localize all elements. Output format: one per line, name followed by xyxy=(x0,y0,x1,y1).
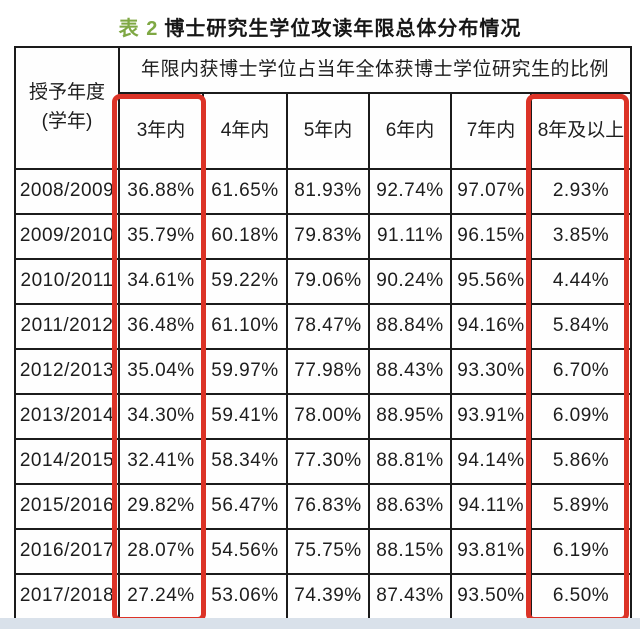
column-header-3yr: 3年内 xyxy=(118,92,204,170)
value-cell: 6.70% xyxy=(529,348,633,395)
value-cell: 88.84% xyxy=(368,303,452,350)
value-cell: 96.15% xyxy=(450,213,532,260)
value-cell: 74.39% xyxy=(286,573,370,620)
row-year-cell: 2009/2010 xyxy=(14,213,120,260)
value-cell: 88.95% xyxy=(368,393,452,440)
value-cell: 94.16% xyxy=(450,303,532,350)
column-header-4yr: 4年内 xyxy=(202,92,288,170)
value-cell: 34.61% xyxy=(118,258,204,305)
value-cell: 35.04% xyxy=(118,348,204,395)
value-cell: 56.47% xyxy=(202,483,288,530)
value-cell: 77.98% xyxy=(286,348,370,395)
value-cell: 34.30% xyxy=(118,393,204,440)
value-cell: 93.91% xyxy=(450,393,532,440)
table-row: 2015/2016 29.82% 56.47% 76.83% 88.63% 94… xyxy=(14,483,633,530)
corner-header-line2: (学年) xyxy=(41,111,93,132)
value-cell: 27.24% xyxy=(118,573,204,620)
value-cell: 79.83% xyxy=(286,213,370,260)
value-cell: 77.30% xyxy=(286,438,370,485)
table-row: 2008/2009 36.88% 61.65% 81.93% 92.74% 97… xyxy=(14,168,633,215)
value-cell: 90.24% xyxy=(368,258,452,305)
table-row: 2017/2018 27.24% 53.06% 74.39% 87.43% 93… xyxy=(14,573,633,620)
column-header-5yr: 5年内 xyxy=(286,92,370,170)
value-cell: 59.97% xyxy=(202,348,288,395)
value-cell: 76.83% xyxy=(286,483,370,530)
distribution-table: 授予年度 (学年) 年限内获博士学位占当年全体获博士学位研究生的比例 3年内 4… xyxy=(14,46,633,620)
footer-strip xyxy=(0,618,640,629)
value-cell: 93.50% xyxy=(450,573,532,620)
table-row: 2013/2014 34.30% 59.41% 78.00% 88.95% 93… xyxy=(14,393,633,440)
table-row: 2011/2012 36.48% 61.10% 78.47% 88.84% 94… xyxy=(14,303,633,350)
corner-header-cell: 授予年度 (学年) xyxy=(14,46,120,170)
value-cell: 88.15% xyxy=(368,528,452,575)
value-cell: 93.81% xyxy=(450,528,532,575)
table-row: 2009/2010 35.79% 60.18% 79.83% 91.11% 96… xyxy=(14,213,633,260)
value-cell: 54.56% xyxy=(202,528,288,575)
value-cell: 3.85% xyxy=(529,213,633,260)
value-cell: 88.43% xyxy=(368,348,452,395)
value-cell: 78.00% xyxy=(286,393,370,440)
value-cell: 53.06% xyxy=(202,573,288,620)
value-cell: 6.50% xyxy=(529,573,633,620)
value-cell: 5.89% xyxy=(529,483,633,530)
table-row: 2010/2011 34.61% 59.22% 79.06% 90.24% 95… xyxy=(14,258,633,305)
value-cell: 75.75% xyxy=(286,528,370,575)
value-cell: 6.19% xyxy=(529,528,633,575)
value-cell: 79.06% xyxy=(286,258,370,305)
value-cell: 97.07% xyxy=(450,168,532,215)
value-cell: 36.88% xyxy=(118,168,204,215)
value-cell: 81.93% xyxy=(286,168,370,215)
value-cell: 95.56% xyxy=(450,258,532,305)
row-year-cell: 2012/2013 xyxy=(14,348,120,395)
value-cell: 94.11% xyxy=(450,483,532,530)
caption-title: 博士研究生学位攻读年限总体分布情况 xyxy=(164,18,522,40)
column-header-6yr: 6年内 xyxy=(368,92,452,170)
column-header-7yr: 7年内 xyxy=(450,92,532,170)
caption-number: 表 2 xyxy=(118,18,159,40)
value-cell: 4.44% xyxy=(529,258,633,305)
table-row: 2014/2015 32.41% 58.34% 77.30% 88.81% 94… xyxy=(14,438,633,485)
row-year-cell: 2015/2016 xyxy=(14,483,120,530)
row-year-cell: 2017/2018 xyxy=(14,573,120,620)
value-cell: 94.14% xyxy=(450,438,532,485)
row-year-cell: 2008/2009 xyxy=(14,168,120,215)
table-row: 2016/2017 28.07% 54.56% 75.75% 88.15% 93… xyxy=(14,528,633,575)
corner-header-line1: 授予年度 xyxy=(28,82,105,104)
column-header-8yr-plus: 8年及以上 xyxy=(529,92,633,170)
value-cell: 92.74% xyxy=(368,168,452,215)
value-cell: 88.63% xyxy=(368,483,452,530)
value-cell: 2.93% xyxy=(529,168,633,215)
value-cell: 61.65% xyxy=(202,168,288,215)
value-cell: 58.34% xyxy=(202,438,288,485)
value-cell: 35.79% xyxy=(118,213,204,260)
value-cell: 59.22% xyxy=(202,258,288,305)
value-cell: 87.43% xyxy=(368,573,452,620)
row-year-cell: 2011/2012 xyxy=(14,303,120,350)
value-cell: 36.48% xyxy=(118,303,204,350)
value-cell: 5.84% xyxy=(529,303,633,350)
value-cell: 61.10% xyxy=(202,303,288,350)
value-cell: 32.41% xyxy=(118,438,204,485)
value-cell: 60.18% xyxy=(202,213,288,260)
span-header-cell: 年限内获博士学位占当年全体获博士学位研究生的比例 xyxy=(117,46,633,94)
table-row: 2012/2013 35.04% 59.97% 77.98% 88.43% 93… xyxy=(14,348,633,395)
row-year-cell: 2016/2017 xyxy=(14,528,120,575)
value-cell: 93.30% xyxy=(450,348,532,395)
value-cell: 5.86% xyxy=(529,438,633,485)
value-cell: 6.09% xyxy=(529,393,633,440)
row-year-cell: 2010/2011 xyxy=(14,258,120,305)
row-year-cell: 2013/2014 xyxy=(14,393,120,440)
value-cell: 78.47% xyxy=(286,303,370,350)
value-cell: 29.82% xyxy=(118,483,204,530)
row-year-cell: 2014/2015 xyxy=(14,438,120,485)
value-cell: 88.81% xyxy=(368,438,452,485)
value-cell: 28.07% xyxy=(118,528,204,575)
value-cell: 59.41% xyxy=(202,393,288,440)
table-caption: 表 2 博士研究生学位攻读年限总体分布情况 xyxy=(0,12,640,41)
value-cell: 91.11% xyxy=(368,213,452,260)
